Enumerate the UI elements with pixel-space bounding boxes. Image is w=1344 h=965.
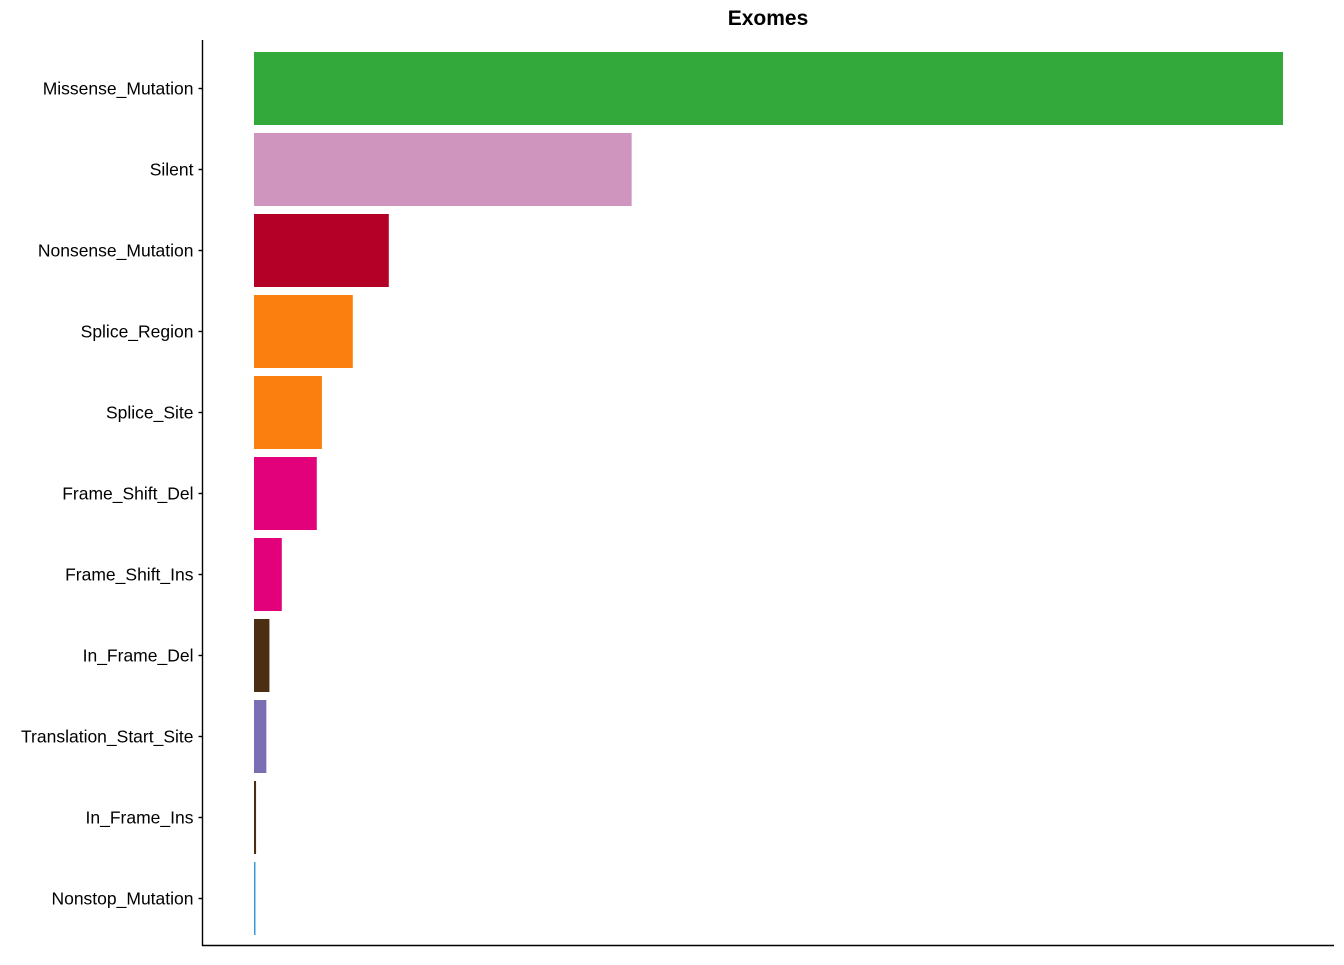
y-tick-label-nonstop-mutation: Nonstop_Mutation [51, 889, 193, 910]
bar-in-frame-ins [254, 781, 257, 854]
bar-splice-region [254, 295, 353, 368]
bar-nonsense-mutation [254, 214, 389, 287]
bar-in-frame-del [254, 619, 270, 692]
bar-frame-shift-del [254, 457, 317, 530]
bar-translation-start-site [254, 700, 267, 773]
y-tick-label-silent: Silent [150, 160, 194, 180]
y-axis-tick-labels: Missense_Mutation Silent Nonsense_Mutation… [21, 79, 194, 910]
y-tick-label-in-frame-ins: In_Frame_Ins [86, 808, 194, 829]
y-tick-label-frame-shift-ins: Frame_Shift_Ins [65, 565, 194, 586]
chart-title: Exomes [728, 7, 809, 30]
y-tick-label-translation-start-site: Translation_Start_Site [21, 727, 194, 748]
y-tick-label-splice-region: Splice_Region [81, 322, 194, 343]
y-tick-label-in-frame-del: In_Frame_Del [83, 646, 194, 667]
y-tick-label-nonsense-mutation: Nonsense_Mutation [38, 241, 194, 262]
bars-layer [254, 52, 1283, 935]
bar-missense-mutation [254, 52, 1283, 125]
bar-nonstop-mutation [254, 862, 256, 935]
y-tick-label-frame-shift-del: Frame_Shift_Del [62, 484, 193, 505]
y-tick-label-splice-site: Splice_Site [106, 403, 194, 424]
bar-splice-site [254, 376, 322, 449]
bar-silent [254, 133, 632, 206]
y-tick-label-missense-mutation: Missense_Mutation [43, 79, 194, 100]
bar-frame-shift-ins [254, 538, 282, 611]
